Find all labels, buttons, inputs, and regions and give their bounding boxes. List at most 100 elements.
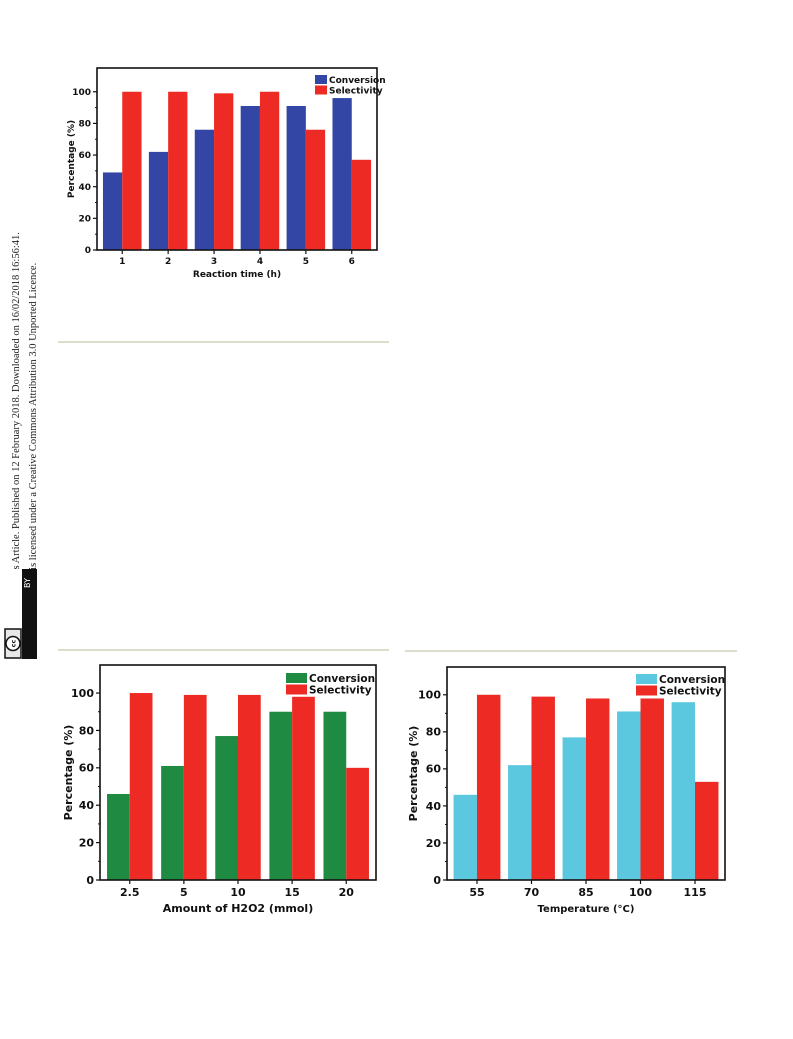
- bar-conversion-3: [562, 737, 586, 880]
- x-tick-label: 2.5: [120, 886, 140, 899]
- y-tick-label: 100: [72, 88, 91, 98]
- x-tick-label: 70: [524, 886, 540, 899]
- bar-selectivity-3: [586, 698, 610, 880]
- bar-conversion-3: [194, 129, 215, 250]
- y-tick-label: 40: [426, 800, 442, 813]
- y-tick-label: 80: [79, 724, 95, 737]
- bar-conversion-4: [269, 711, 293, 880]
- x-tick-label: 15: [284, 886, 299, 899]
- y-tick-label: 20: [426, 837, 442, 850]
- x-tick-label: 6: [349, 257, 355, 267]
- bar-selectivity-2: [168, 91, 188, 250]
- y-tick-label: 0: [85, 246, 91, 256]
- plot-frame: [96, 67, 378, 251]
- y-tick-label: 80: [78, 120, 91, 130]
- bar-conversion-5: [286, 105, 306, 250]
- bar-conversion-1: [453, 794, 477, 880]
- legend-label-conversion: Conversion: [329, 76, 386, 86]
- y-tick-label: 0: [433, 874, 441, 887]
- y-tick-label: 100: [418, 689, 441, 702]
- y-tick-label: 60: [79, 762, 95, 775]
- x-axis-title: Amount of H2O2 (mmol): [163, 902, 313, 915]
- x-tick-label: 1: [119, 257, 125, 267]
- legend-label-selectivity: Selectivity: [659, 686, 722, 698]
- x-tick-label: 85: [578, 886, 593, 899]
- legend-label-selectivity: Selectivity: [309, 685, 372, 697]
- y-tick-label: 60: [78, 151, 91, 161]
- cc-icon: cc: [10, 640, 18, 648]
- x-tick-label: 100: [629, 886, 652, 899]
- y-tick-label: 0: [86, 874, 94, 887]
- separator-bottom-right: [405, 650, 737, 652]
- bar-conversion-1: [102, 172, 123, 250]
- x-axis-title: Reaction time (h): [193, 270, 281, 280]
- legend-label-selectivity: Selectivity: [329, 87, 383, 97]
- separator-bottom-left: [58, 649, 389, 651]
- y-tick-label: 100: [71, 687, 94, 700]
- legend-label-conversion: Conversion: [659, 674, 725, 686]
- bar-selectivity-4: [259, 91, 280, 250]
- legend-swatch-conversion: [286, 673, 307, 683]
- licence-line-cc: This article is licensed under a Creativ…: [28, 262, 39, 620]
- x-tick-label: 5: [180, 886, 188, 899]
- x-tick-label: 115: [684, 886, 707, 899]
- bar-conversion-5: [323, 711, 347, 880]
- bar-conversion-3: [215, 736, 238, 880]
- x-tick-label: 2: [165, 257, 171, 267]
- bar-selectivity-4: [640, 698, 664, 880]
- chart-h2o2-amount: 2.5 5 10 15 20 0 20 40 60 80 100 Amount of H2O2 (mm…: [60, 660, 385, 920]
- plot-frame: [99, 664, 377, 881]
- bar-selectivity-6: [351, 159, 372, 250]
- chart-reaction-time: 1 2 3 4 5 6 0 20 40 60 80 100 Reaction time (h) Perce…: [60, 64, 386, 280]
- bar-selectivity-2: [183, 694, 207, 880]
- bar-conversion-6: [332, 98, 352, 250]
- y-tick-label: 20: [79, 836, 95, 849]
- bar-conversion-1: [107, 794, 130, 880]
- bar-conversion-2: [508, 765, 532, 880]
- y-tick-label: 60: [426, 763, 442, 776]
- bar-selectivity-2: [531, 696, 555, 880]
- chart-temperature: 55 70 85 100 115 0 20 40 60 80 100 Temperature (°C)…: [405, 662, 735, 920]
- x-tick-label: 55: [469, 886, 484, 899]
- bar-selectivity-4: [292, 696, 315, 880]
- legend-swatch-conversion: [636, 674, 657, 684]
- bar-conversion-2: [148, 151, 169, 250]
- legend-swatch-selectivity: [315, 85, 327, 95]
- x-axis-title: Temperature (°C): [538, 904, 635, 915]
- x-tick-label: 3: [211, 257, 217, 267]
- bar-conversion-4: [617, 711, 641, 880]
- bar-conversion-5: [671, 702, 696, 880]
- bar-conversion-4: [240, 105, 260, 250]
- y-tick-label: 40: [79, 799, 95, 812]
- cc-by-badge[interactable]: cc BY: [4, 569, 37, 659]
- y-axis-title: Percentage (%): [62, 725, 75, 821]
- bar-selectivity-1: [129, 693, 153, 880]
- bar-selectivity-5: [346, 767, 369, 880]
- legend-swatch-selectivity: [636, 685, 657, 696]
- bar-selectivity-3: [238, 694, 261, 880]
- legend-label-conversion: Conversion: [309, 673, 375, 685]
- y-axis-title: Percentage (%): [67, 120, 77, 198]
- x-tick-label: 4: [257, 257, 263, 267]
- bar-conversion-2: [161, 765, 184, 880]
- y-tick-label: 80: [426, 726, 442, 739]
- y-axis-title: Percentage (%): [407, 726, 420, 822]
- separator-top-left: [58, 341, 389, 343]
- y-tick-label: 20: [78, 214, 91, 224]
- y-tick-label: 40: [78, 183, 91, 193]
- bar-selectivity-3: [214, 93, 234, 250]
- bar-selectivity-1: [122, 91, 142, 250]
- x-tick-label: 10: [230, 886, 246, 899]
- by-label: BY: [23, 578, 32, 588]
- plot-frame: [446, 666, 726, 881]
- legend-swatch-conversion: [315, 75, 327, 84]
- bar-selectivity-1: [476, 694, 501, 880]
- chart-temperature-svg: 55 70 85 100 115 0 20 40 60 80 100 Temperature (°C)…: [407, 666, 726, 915]
- x-tick-label: 20: [339, 886, 355, 899]
- licence-line-published: Open Access Article. Published on 12 Feb…: [11, 232, 22, 620]
- x-tick-label: 5: [303, 257, 309, 267]
- chart-h2o2-amount-svg: 2.5 5 10 15 20 0 20 40 60 80 100 Amount of H2O2 (mm…: [62, 664, 377, 915]
- bar-selectivity-5: [305, 129, 326, 250]
- bar-selectivity-5: [695, 781, 719, 880]
